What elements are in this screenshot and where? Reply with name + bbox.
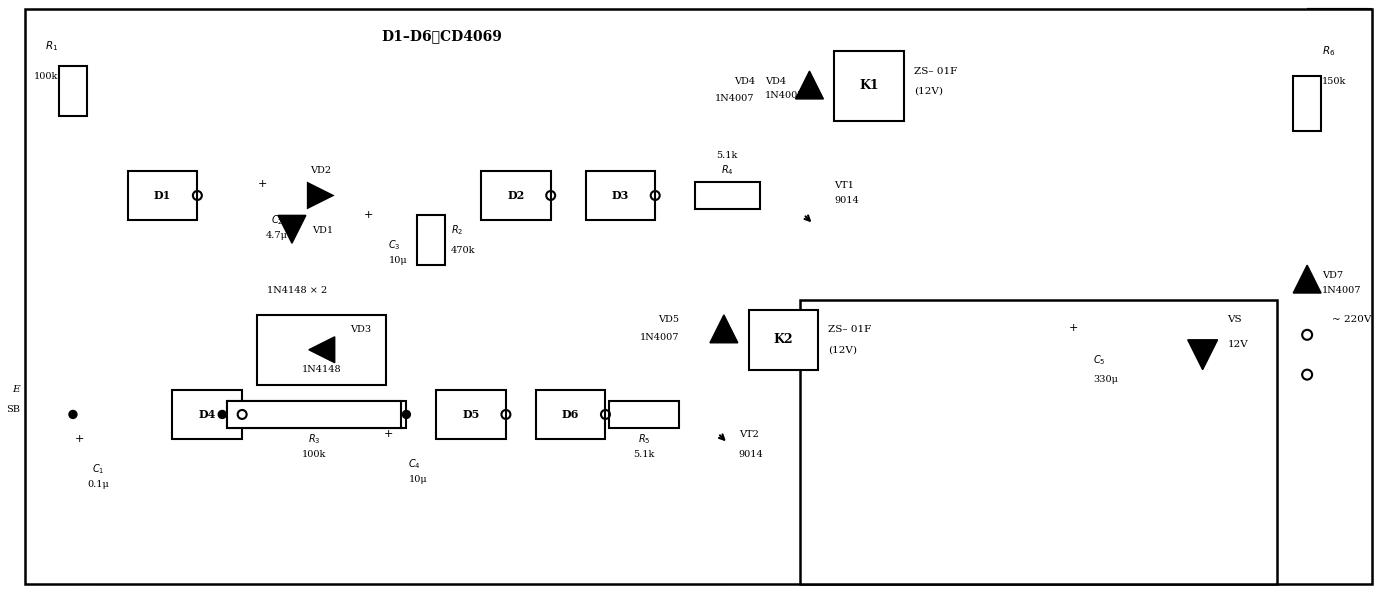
Text: VT1: VT1 [834,181,854,190]
Circle shape [218,410,227,418]
Text: VT2: VT2 [739,430,759,439]
Text: +: + [258,179,267,188]
Text: 9014: 9014 [739,450,763,459]
Bar [585,170,655,220]
Bar [536,390,605,440]
Text: D5: D5 [462,409,480,420]
Circle shape [402,410,410,418]
Polygon shape [307,182,335,210]
Text: D1–D6：CD4069: D1–D6：CD4069 [381,29,503,43]
Text: 1N4148 × 2: 1N4148 × 2 [267,286,328,295]
Polygon shape [1187,340,1218,369]
Text: $R_5$: $R_5$ [638,432,651,446]
Bar [834,51,904,121]
Text: K1: K1 [860,80,879,93]
Polygon shape [1294,265,1322,293]
Text: 12V: 12V [1228,340,1249,349]
Bar [227,400,406,428]
Text: 150k: 150k [1322,77,1347,86]
Text: D4: D4 [199,409,216,420]
Text: SB: SB [6,405,20,414]
Text: 0.1μ: 0.1μ [87,479,109,489]
Bar [127,170,197,220]
Text: $R_3$: $R_3$ [308,432,321,446]
Text: 5.1k: 5.1k [634,450,655,459]
Text: +: + [1068,323,1078,333]
Circle shape [69,410,77,418]
Text: $R_2$: $R_2$ [451,223,463,237]
Bar [482,170,550,220]
Text: 1N4007: 1N4007 [764,91,804,100]
Bar [227,400,402,428]
Text: $C_4$: $C_4$ [409,457,421,471]
Text: 100k: 100k [302,450,326,459]
Bar [59,66,87,116]
Text: D6: D6 [561,409,580,420]
Text: K2: K2 [774,333,794,346]
Text: 5.1k: 5.1k [717,151,738,160]
Text: D2: D2 [507,190,525,201]
Text: ZS– 01F: ZS– 01F [914,67,958,75]
Text: $R_6$: $R_6$ [1322,45,1336,58]
Text: 100k: 100k [34,71,57,81]
Text: +: + [76,434,84,444]
Bar [1294,76,1322,131]
Text: ~ 220V: ~ 220V [1331,315,1372,324]
Bar [417,216,445,265]
Text: (12V): (12V) [914,87,944,96]
Text: 10μ: 10μ [388,255,407,265]
Bar [172,390,242,440]
Text: 330μ: 330μ [1093,375,1119,384]
Polygon shape [279,216,305,244]
Text: VD4: VD4 [764,77,785,86]
Text: (12V): (12V) [829,345,857,354]
Text: VD2: VD2 [311,166,332,175]
Text: $C_2$: $C_2$ [270,213,283,228]
Text: 10μ: 10μ [409,475,427,484]
Text: $R_1$: $R_1$ [45,39,57,53]
Bar [749,310,819,369]
Text: 1N4007: 1N4007 [1322,286,1362,295]
Bar [694,182,760,210]
Bar [258,315,386,384]
Bar [609,400,679,428]
Text: VD5: VD5 [658,315,679,324]
Text: 1N4148: 1N4148 [302,365,342,374]
Text: $C_5$: $C_5$ [1093,353,1106,366]
Text: 470k: 470k [451,246,476,255]
Text: VD3: VD3 [350,326,371,334]
Text: +: + [384,429,393,440]
Text: +: + [364,210,374,220]
Text: D1: D1 [154,190,171,201]
Text: 4.7μ: 4.7μ [266,231,288,240]
Text: VD4: VD4 [734,77,755,86]
Text: VS: VS [1228,315,1242,324]
Text: 1N4007: 1N4007 [640,333,679,342]
Text: ZS– 01F: ZS– 01F [829,326,872,334]
Text: $R_4$: $R_4$ [721,164,734,178]
Bar [799,300,1277,584]
Polygon shape [795,71,823,99]
Bar [437,390,505,440]
Text: 1N4007: 1N4007 [715,94,755,103]
Text: VD1: VD1 [312,226,333,235]
Text: D3: D3 [612,190,629,201]
Polygon shape [710,315,738,343]
Text: $C_1$: $C_1$ [91,462,104,476]
Text: $C_3$: $C_3$ [388,238,400,252]
Polygon shape [307,182,335,210]
Text: E: E [13,385,20,394]
Text: 9014: 9014 [834,196,860,205]
Polygon shape [309,337,335,363]
Text: VD7: VD7 [1322,271,1343,280]
